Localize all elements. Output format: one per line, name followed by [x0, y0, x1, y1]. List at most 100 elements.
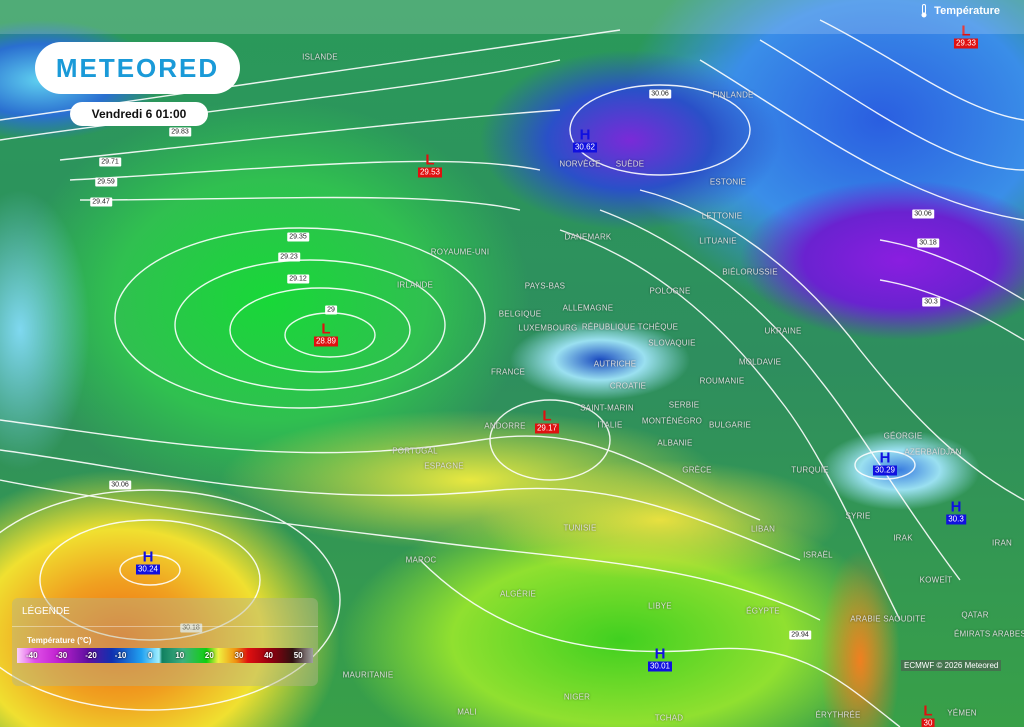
country-label: BELGIQUE — [498, 309, 542, 319]
country-label: YÉMEN — [947, 708, 977, 718]
country-label: SERBIE — [668, 400, 700, 410]
scale-tick: 50 — [293, 651, 303, 660]
country-label: ESTONIE — [709, 177, 747, 187]
country-label: SYRIE — [845, 511, 871, 521]
low-pressure-marker[interactable]: L 28.89 — [313, 320, 339, 347]
country-label: FRANCE — [490, 367, 526, 377]
scale-tick: 40 — [264, 651, 273, 660]
parameter-selector[interactable]: Température — [920, 4, 1000, 18]
country-label: IRAK — [893, 533, 913, 543]
high-symbol: H — [142, 548, 154, 566]
top-bar — [0, 0, 1024, 34]
pressure-value: 30.24 — [135, 564, 161, 575]
isobar-label: 29.83 — [169, 127, 191, 137]
pressure-value: 28.89 — [313, 336, 339, 347]
isobar-label: 30.18 — [917, 238, 939, 248]
pressure-value: 30.3 — [946, 514, 966, 525]
high-pressure-marker[interactable]: H 30.24 — [135, 548, 161, 575]
country-label: ALLEMAGNE — [562, 303, 614, 313]
country-label: IRLANDE — [396, 280, 434, 290]
pressure-value: 30 — [921, 718, 935, 727]
scale-tick: 20 — [204, 651, 214, 660]
scale-tick: -20 — [85, 651, 97, 660]
isobar-label: 29.35 — [287, 232, 309, 242]
high-symbol: H — [579, 126, 591, 144]
pressure-value: 29.17 — [534, 423, 560, 434]
country-label: SAINT-MARIN — [580, 403, 634, 413]
country-label: LIBYE — [648, 601, 672, 611]
scale-tick: 0 — [147, 651, 153, 660]
country-label: LUXEMBOURG — [518, 323, 578, 333]
low-pressure-marker[interactable]: L 29.53 — [417, 151, 443, 178]
country-label: LIBAN — [750, 524, 776, 534]
scale-tick: 30 — [234, 651, 244, 660]
high-pressure-marker[interactable]: H 30.62 — [572, 126, 598, 153]
country-label: ALBANIE — [657, 438, 693, 448]
country-label: AUTRICHE — [593, 359, 637, 369]
country-label: ÉRYTHRÉE — [815, 710, 861, 720]
country-label: SLOVAQUIE — [648, 338, 696, 348]
country-label: ÉMIRATS ARABES — [953, 629, 1024, 639]
high-pressure-marker[interactable]: H 30.3 — [946, 500, 966, 525]
country-label: ARABIE SAOUDITE — [850, 614, 926, 624]
high-pressure-marker[interactable]: H 30.29 — [872, 449, 898, 476]
low-symbol: L — [923, 702, 933, 720]
high-symbol: H — [654, 645, 666, 663]
high-symbol: H — [879, 449, 891, 467]
country-label: UKRAINE — [764, 326, 802, 336]
country-label: QATAR — [961, 610, 989, 620]
isobar-label: 30.06 — [109, 480, 131, 490]
country-label: ISRAËL — [803, 550, 833, 560]
country-label: BIÉLORUSSIE — [722, 267, 778, 277]
scale-tick: -10 — [114, 651, 127, 660]
country-label: ROUMANIE — [699, 376, 745, 386]
pressure-value: 30.29 — [872, 465, 898, 476]
legend-subtitle: Température (°C) — [27, 636, 92, 645]
country-label: PORTUGAL — [392, 446, 438, 456]
isobar-label: 29.94 — [789, 630, 811, 640]
country-label: AZERBAÏDJAN — [904, 447, 962, 457]
country-label: ITALIE — [597, 420, 623, 430]
country-label: BULGARIE — [708, 420, 752, 430]
isobar-label: 30.06 — [649, 89, 671, 99]
country-label: NORVÈGE — [559, 159, 601, 169]
country-label: FINLANDE — [712, 90, 754, 100]
low-symbol: L — [961, 22, 971, 40]
low-symbol: L — [542, 407, 552, 425]
country-label: POLOGNE — [649, 286, 691, 296]
forecast-datetime[interactable]: Vendredi 6 01:00 — [70, 102, 208, 126]
low-pressure-marker[interactable]: L 29.17 — [534, 407, 560, 434]
low-pressure-marker[interactable]: L 29.33 — [953, 22, 979, 49]
scale-tick: -30 — [55, 651, 68, 660]
low-symbol: L — [321, 320, 331, 338]
country-label: DANEMARK — [564, 232, 612, 242]
temperature-color-scale: -40 -30 -20 -10 0 10 20 30 40 50 — [17, 648, 313, 663]
isobar-label: 30.06 — [912, 209, 934, 219]
isobar-label: 29.23 — [278, 252, 300, 262]
pressure-value: 29.33 — [953, 38, 979, 49]
meteored-logo[interactable]: METEORED — [35, 42, 240, 94]
country-label: ISLANDE — [302, 52, 338, 62]
country-label: NIGER — [563, 692, 591, 702]
country-label: RÉPUBLIQUE TCHÈQUE — [581, 322, 679, 332]
country-label: MONTÉNÉGRO — [641, 416, 703, 426]
country-label: TCHAD — [654, 713, 684, 723]
country-label: GRÈCE — [682, 465, 712, 475]
parameter-label: Température — [934, 5, 1000, 17]
country-label: MAURITANIE — [342, 670, 394, 680]
isobar-label: 30.18 — [180, 623, 202, 633]
country-label: TUNISIE — [563, 523, 597, 533]
country-label: SUÈDE — [615, 159, 645, 169]
country-label: MALI — [457, 707, 477, 717]
country-label: ROYAUME-UNI — [430, 247, 490, 257]
country-label: MOLDAVIE — [738, 357, 782, 367]
country-label: LITUANIE — [699, 236, 737, 246]
country-label: ALGÉRIE — [499, 589, 537, 599]
low-symbol: L — [425, 151, 435, 169]
country-label: TURQUIE — [791, 465, 829, 475]
low-pressure-marker[interactable]: L 30 — [921, 702, 935, 727]
high-pressure-marker[interactable]: H 30.01 — [647, 645, 673, 672]
isobar-label: 29.12 — [287, 274, 309, 284]
thermometer-icon — [921, 4, 927, 18]
